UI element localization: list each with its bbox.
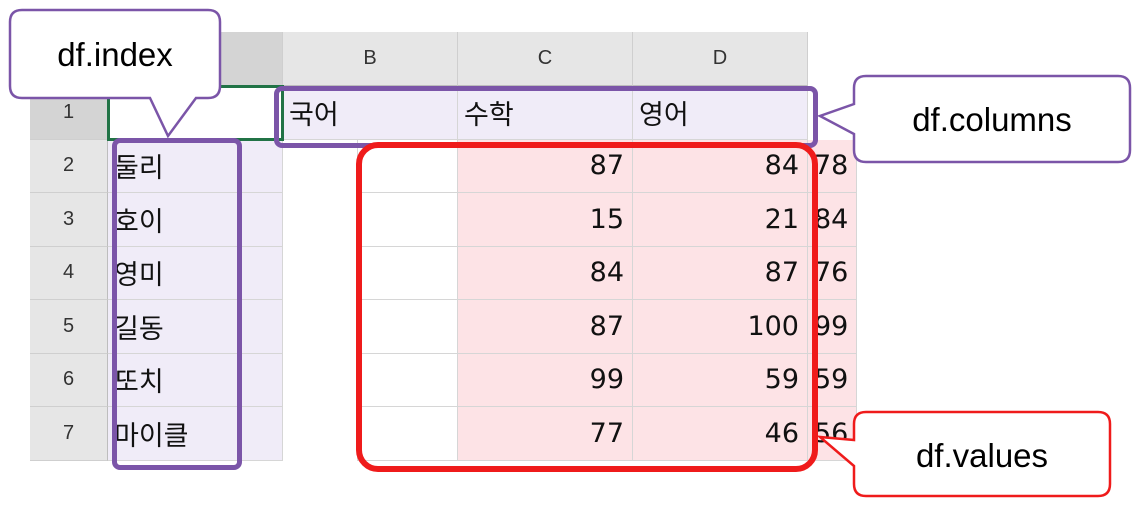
index-label-cell[interactable]: 길동 [108, 300, 283, 354]
row-header-4[interactable]: 4 [30, 246, 108, 300]
value-cell[interactable]: 15 [458, 193, 633, 247]
column-label-cell[interactable]: 국어 [283, 86, 458, 140]
row-header-3[interactable]: 3 [30, 193, 108, 247]
value-cell[interactable]: 77 [458, 407, 633, 461]
value-cell[interactable]: 87 [458, 139, 633, 193]
row-header-7[interactable]: 7 [30, 407, 108, 461]
row-header-6[interactable]: 6 [30, 353, 108, 407]
row-header-5[interactable]: 5 [30, 300, 108, 354]
value-cell[interactable]: 87 [633, 246, 808, 300]
columns-callout-bubble [816, 74, 1132, 164]
index-callout-bubble [8, 8, 222, 139]
index-label-cell[interactable]: 둘리 [108, 139, 283, 193]
index-label-cell[interactable]: 마이클 [108, 407, 283, 461]
value-cell[interactable]: 84 [633, 139, 808, 193]
column-label-cell[interactable]: 영어 [633, 86, 808, 140]
values-callout-bubble [816, 410, 1112, 498]
value-cell[interactable]: 99 [458, 353, 633, 407]
values-frame-gap [283, 139, 358, 461]
index-label-cell[interactable]: 또치 [108, 353, 283, 407]
index-callout-label: df.index [57, 36, 173, 73]
values-callout-label: df.values [916, 437, 1048, 474]
column-header-b[interactable]: B [283, 32, 458, 86]
column-header-c[interactable]: C [458, 32, 633, 86]
value-cell[interactable]: 59 [633, 353, 808, 407]
value-cell[interactable]: 84 [458, 246, 633, 300]
row-header-2[interactable]: 2 [30, 139, 108, 193]
column-label-cell[interactable]: 수학 [458, 86, 633, 140]
value-cell[interactable]: 21 [633, 193, 808, 247]
value-cell[interactable]: 87 [458, 300, 633, 354]
value-cell[interactable]: 100 [633, 300, 808, 354]
column-header-d[interactable]: D [633, 32, 808, 86]
columns-callout-label: df.columns [912, 101, 1072, 138]
index-label-cell[interactable]: 호이 [108, 193, 283, 247]
index-label-cell[interactable]: 영미 [108, 246, 283, 300]
value-cell[interactable]: 46 [633, 407, 808, 461]
